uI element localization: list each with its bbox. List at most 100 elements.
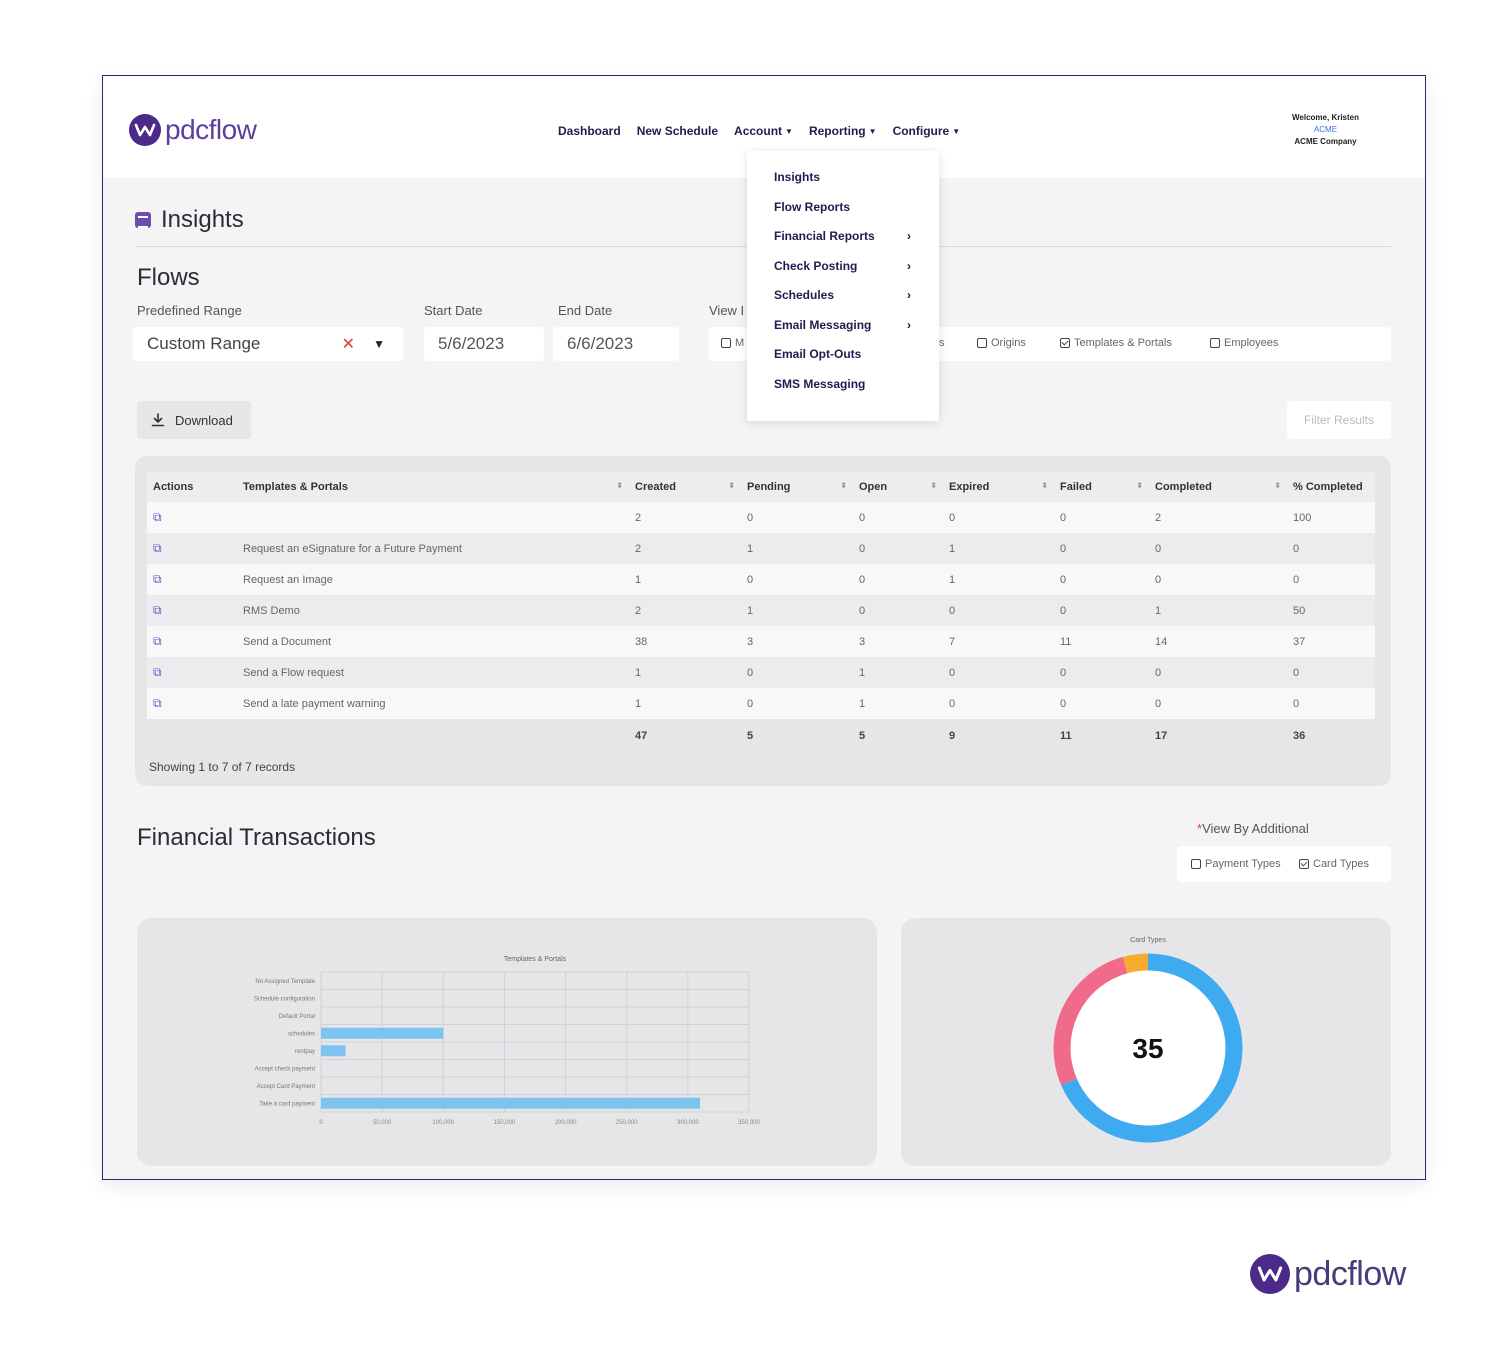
menu-item-insights[interactable]: Insights [774, 170, 821, 184]
table-cell: Request an eSignature for a Future Payme… [237, 533, 629, 564]
view-by-additional-label: *View By Additional [1197, 821, 1309, 836]
col-header-completed[interactable]: Completed ⬍ [1149, 472, 1287, 502]
col-header-open[interactable]: Open ⬍ [853, 472, 943, 502]
row-action[interactable]: ⧉ [147, 657, 237, 688]
menu-item-email-messaging[interactable]: Email Messaging › [774, 317, 911, 332]
view-option-templates-portals[interactable]: Templates & Portals [1060, 337, 1172, 349]
account-link[interactable]: ACME [1313, 125, 1338, 134]
row-action[interactable]: ⧉ [147, 688, 237, 719]
y-tick-label: rentpay [295, 1049, 315, 1055]
total-completed: 17 [1155, 730, 1168, 742]
y-tick-label: No Assigned Template [255, 979, 315, 985]
predefined-range-select[interactable]: Custom Range ✕ ▼ [133, 327, 403, 361]
totals-row: 47 5 5 9 11 17 36 [147, 719, 1375, 753]
table-cell: 0 [1149, 533, 1287, 564]
table-cell: 0 [1287, 657, 1375, 688]
table-cell: 0 [853, 502, 943, 533]
chevron-down-icon[interactable]: ▼ [373, 337, 385, 351]
nav-account[interactable]: Account ▼ [734, 124, 793, 138]
sort-icon: ⬍ [840, 481, 847, 490]
y-tick-label: Accept check payment [255, 1066, 316, 1072]
nav-configure[interactable]: Configure ▼ [893, 124, 961, 138]
table-cell: 11 [1054, 626, 1149, 657]
external-link-icon[interactable]: ⧉ [153, 541, 162, 555]
row-action[interactable]: ⧉ [147, 626, 237, 657]
external-link-icon[interactable]: ⧉ [153, 665, 162, 679]
chevron-down-icon: ▼ [868, 126, 877, 136]
start-date-label: Start Date [424, 303, 483, 318]
view-option-m[interactable]: M [721, 337, 744, 349]
table-cell: 0 [1287, 533, 1375, 564]
table-cell: 0 [943, 502, 1054, 533]
table-cell: 100 [1287, 502, 1375, 533]
menu-item-schedules[interactable]: Schedules › [774, 288, 911, 302]
external-link-icon[interactable]: ⧉ [153, 603, 162, 617]
option-label: Origins [991, 337, 1026, 349]
table-row: ⧉ Request an eSignature for a Future Paym… [147, 533, 1375, 564]
download-button[interactable]: Download [137, 401, 251, 439]
option-label: M [735, 337, 745, 349]
view-option-partial: s [939, 337, 945, 349]
option-card-types[interactable]: Card Types [1299, 858, 1369, 870]
chart-title: Templates & Portals [504, 956, 567, 963]
menu-item-financial-reports[interactable]: Financial Reports › [774, 229, 911, 243]
nav-label: Reporting [808, 124, 866, 138]
nav-reporting[interactable]: Reporting ▼ [809, 124, 877, 138]
option-label: Templates & Portals [1074, 337, 1172, 349]
table-cell [237, 502, 629, 533]
table-cell: 50 [1287, 595, 1375, 626]
col-header-templates[interactable]: Templates & Portals ⬍ [237, 472, 629, 502]
filter-results-input[interactable]: Filter Results [1287, 401, 1391, 439]
welcome-text: Welcome, Kristen [1292, 113, 1359, 122]
menu-item-check-posting[interactable]: Check Posting › [774, 258, 911, 273]
table-cell: 0 [1287, 688, 1375, 719]
menu-item-flow-reports[interactable]: Flow Reports [774, 199, 851, 214]
col-header-failed[interactable]: Failed ⬍ [1054, 472, 1149, 502]
clear-icon[interactable]: ✕ [341, 336, 355, 353]
table-cell: 3 [853, 626, 943, 657]
table-cell: 1 [629, 688, 741, 719]
table-cell: 0 [1054, 564, 1149, 595]
company-name: ACME Company [1294, 137, 1357, 146]
user-info[interactable]: Welcome, Kristen ACME ACME Company [1292, 112, 1359, 148]
y-tick-label: Take a card payment [259, 1101, 315, 1107]
external-link-icon[interactable]: ⧉ [153, 696, 162, 710]
start-date-input[interactable]: 5/6/2023 [424, 327, 544, 361]
option-label: Payment Types [1205, 858, 1281, 870]
option-payment-types[interactable]: Payment Types [1191, 858, 1281, 870]
external-link-icon[interactable]: ⧉ [153, 572, 162, 586]
col-header-expired[interactable]: Expired ⬍ [943, 472, 1054, 502]
table-cell: 0 [1149, 688, 1287, 719]
pdcflow-logo[interactable]: pdcflow [129, 114, 257, 146]
menu-item-sms-messaging[interactable]: SMS Messaging [774, 376, 866, 391]
total-created: 47 [635, 730, 648, 742]
col-header-pending[interactable]: Pending ⬍ [741, 472, 853, 502]
checkbox-icon [1210, 338, 1220, 348]
col-header-created[interactable]: Created ⬍ [629, 472, 741, 502]
row-action[interactable]: ⧉ [147, 533, 237, 564]
x-tick-label: 0 [319, 1120, 323, 1126]
sort-icon: ⬍ [1274, 481, 1281, 490]
table-cell: Send a Flow request [237, 657, 629, 688]
nav-dashboard[interactable]: Dashboard [558, 124, 621, 138]
end-date-input[interactable]: 6/6/2023 [553, 327, 679, 361]
nav-new-schedule[interactable]: New Schedule [637, 124, 718, 138]
x-tick-label: 350,000 [738, 1120, 760, 1126]
financial-view-options [1177, 846, 1391, 882]
external-link-icon[interactable]: ⧉ [153, 634, 162, 648]
chevron-down-icon: ▼ [785, 126, 793, 136]
table-cell: 0 [943, 688, 1054, 719]
row-action[interactable]: ⧉ [147, 564, 237, 595]
external-link-icon[interactable]: ⧉ [153, 510, 162, 524]
chevron-right-icon: › [907, 258, 911, 273]
flows-table: Actions Templates & Portals ⬍ Created ⬍ Pe… [147, 472, 1375, 753]
view-option-employees[interactable]: Employees [1210, 337, 1278, 349]
table-cell: RMS Demo [237, 595, 629, 626]
row-action[interactable]: ⧉ [147, 595, 237, 626]
menu-item-email-opt-outs[interactable]: Email Opt-Outs [774, 347, 862, 361]
table-cell: 0 [853, 564, 943, 595]
view-option-origins[interactable]: Origins [977, 337, 1026, 349]
row-action[interactable]: ⧉ [147, 502, 237, 533]
checkbox-icon [721, 338, 731, 348]
col-header-pct-completed[interactable]: % Completed [1287, 472, 1375, 502]
